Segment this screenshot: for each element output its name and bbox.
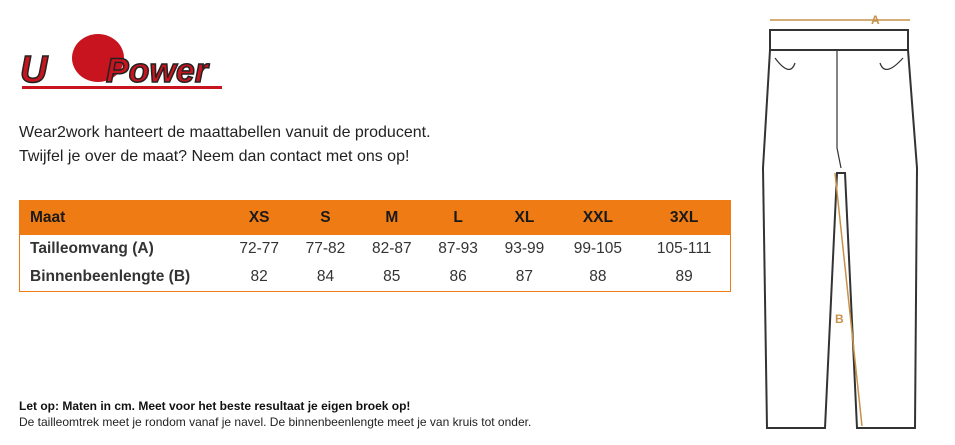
table-row: Binnenbeenlengte (B) 82 84 85 86 87 88 89 xyxy=(20,263,731,292)
table-cell: Tailleomvang (A) xyxy=(30,240,154,257)
table-cell: 72-77 xyxy=(239,240,279,257)
table-cell: 99-105 xyxy=(573,240,623,257)
pants-outline xyxy=(761,49,919,429)
table-cell: Binnenbeenlengte (B) xyxy=(30,268,191,285)
note: Let op: Maten in cm. Meet voor het beste… xyxy=(19,398,531,430)
dim-b xyxy=(834,172,863,427)
table-cell: 84 xyxy=(316,268,335,285)
table-cell: 85 xyxy=(383,268,401,285)
header-cell: XS xyxy=(226,200,293,235)
table-row: Tailleomvang (A) 72-77 77-82 82-87 87-93 93-9… xyxy=(20,235,731,263)
table-cell: 88 xyxy=(589,268,607,285)
table-cell: 87 xyxy=(515,268,534,285)
pants-diagram: A B xyxy=(761,13,919,429)
table-cell: 93-99 xyxy=(504,240,545,257)
dim-b-label: B xyxy=(835,312,844,326)
logo: U Power xyxy=(19,34,222,92)
table-cell: 77-82 xyxy=(305,240,346,257)
header-row: Maat XS S M L XL XXL 3XL xyxy=(19,200,731,235)
note-text: De tailleomtrek meet je rondom vanaf je … xyxy=(19,415,532,429)
intro: Wear2work hanteert de maattabellen vanui… xyxy=(19,121,431,169)
header-cell: XL xyxy=(491,200,558,235)
note-bold: Let op: Maten in cm. Meet voor het beste… xyxy=(19,399,411,413)
pants-details xyxy=(774,50,904,169)
table-cell: 87-93 xyxy=(438,240,478,257)
header-cell: L xyxy=(424,200,492,235)
table-cell: 89 xyxy=(675,268,693,285)
size-table: Maat XS S M L XL XXL 3XL Tailleomvang (A) 72-77 77… xyxy=(19,200,731,292)
logo-bull xyxy=(72,34,124,82)
table-cell: 82-87 xyxy=(371,240,412,257)
logo-right: Power xyxy=(106,52,210,90)
intro-line: Twijfel je over de maat? Neem dan contac… xyxy=(19,148,410,165)
logo-underline xyxy=(22,86,222,89)
logo-left: U xyxy=(20,49,49,91)
header-cell: S xyxy=(292,200,359,235)
dim-a-label: A xyxy=(871,13,880,27)
table-cell: 86 xyxy=(449,268,467,285)
intro-line: Wear2work hanteert de maattabellen vanui… xyxy=(19,124,431,141)
header-cell: Maat xyxy=(19,200,226,235)
header-cell: 3XL xyxy=(638,200,731,235)
table-cell: 82 xyxy=(250,268,268,285)
header-cell: M xyxy=(358,200,425,235)
header-cell: XXL xyxy=(557,200,639,235)
waistband xyxy=(769,29,909,51)
table-cell: 105-111 xyxy=(656,240,712,257)
